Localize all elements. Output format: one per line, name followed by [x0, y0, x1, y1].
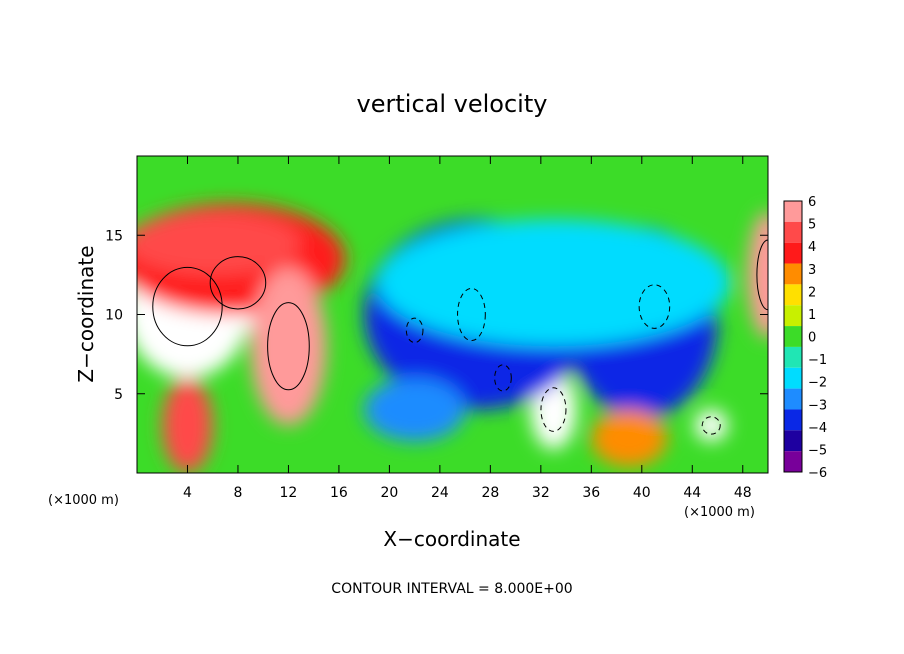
colorbar-label-3: 3	[808, 263, 816, 278]
x-unit-left: (×1000 m)	[48, 493, 119, 508]
field-feature-14	[376, 219, 731, 347]
colorbar-label-12: −6	[808, 466, 827, 481]
colorbar-swatch-9	[784, 388, 802, 410]
x-tick-label-44: 44	[683, 485, 701, 501]
contour-line-4	[267, 302, 310, 391]
field-feature-4	[250, 266, 327, 426]
x-tick-label-12: 12	[280, 485, 298, 501]
contour-line-0	[152, 266, 223, 347]
contour-line-10	[494, 364, 512, 392]
colorbar-label-5: 1	[808, 308, 816, 323]
field-feature-15	[364, 377, 466, 442]
colorbar-swatch-12	[784, 451, 802, 472]
colorbar-swatch-11	[784, 430, 802, 452]
y-axis-title: Z−coordinate	[74, 245, 98, 382]
x-tick-label-4: 4	[183, 485, 192, 501]
colorbar-swatch-8	[784, 367, 802, 389]
colorbar-swatch-4	[784, 284, 802, 306]
contour-line-8	[540, 387, 567, 432]
x-tick-label-40: 40	[633, 485, 651, 501]
colorbar: 6 5 4 3 2 1 0 −1 −2 −3 −4 −5 −6	[783, 195, 827, 481]
y-tick-label-15: 15	[105, 228, 123, 244]
field-features	[137, 203, 768, 473]
colorbar-frame	[783, 200, 803, 473]
x-tick-label-20: 20	[380, 485, 398, 501]
x-tick-label-8: 8	[233, 485, 242, 501]
colorbar-swatch-0	[784, 201, 802, 222]
contour-line-9	[638, 284, 671, 329]
colorbar-label-2: 4	[808, 240, 816, 255]
colorbar-swatch-5	[784, 305, 802, 327]
field-feature-5	[162, 377, 213, 473]
x-tick-label-24: 24	[431, 485, 449, 501]
x-tick-label-28: 28	[481, 485, 499, 501]
contour-interval-note: CONTOUR INTERVAL = 8.000E+00	[331, 581, 572, 597]
colorbar-swatch-10	[784, 409, 802, 431]
colorbar-label-11: −5	[808, 443, 827, 458]
chart-title: vertical velocity	[357, 90, 548, 118]
contour-lines	[152, 239, 768, 435]
contour-line-1	[209, 256, 267, 310]
colorbar-label-1: 5	[808, 218, 816, 233]
colorbar-swatch-3	[784, 263, 802, 285]
x-axis-ticks: 4 8 12 16 20 24 28 32 36 40 44 48	[183, 156, 752, 501]
colorbar-label-6: 0	[808, 331, 816, 346]
colorbar-swatch-1	[784, 221, 802, 243]
y-axis-ticks: 5 10 15	[105, 228, 768, 403]
y-tick-label-10: 10	[105, 308, 123, 324]
field-feature-16	[591, 409, 668, 467]
x-unit-right: (×1000 m)	[684, 505, 755, 520]
colorbar-label-7: −1	[808, 353, 827, 368]
plot-area	[136, 155, 769, 474]
colorbar-swatch-6	[784, 326, 802, 347]
contour-line-17	[756, 239, 768, 311]
x-tick-label-16: 16	[330, 485, 348, 501]
field-feature-11	[694, 409, 728, 442]
contour-line-7	[405, 317, 424, 344]
colorbar-swatch-2	[784, 242, 802, 264]
x-tick-label-36: 36	[582, 485, 600, 501]
field-feature-3	[137, 211, 302, 275]
x-tick-label-32: 32	[532, 485, 550, 501]
x-tick-label-48: 48	[734, 485, 752, 501]
colorbar-label-8: −2	[808, 376, 827, 391]
colorbar-label-9: −3	[808, 398, 827, 413]
contour-line-6	[457, 287, 486, 342]
colorbar-swatch-7	[784, 346, 802, 368]
contour-line-11	[701, 416, 721, 435]
colorbar-label-0: 6	[808, 195, 816, 210]
colorbar-label-10: −4	[808, 421, 827, 436]
y-tick-label-5: 5	[114, 387, 123, 403]
colorbar-label-4: 2	[808, 285, 816, 300]
x-axis-title: X−coordinate	[383, 527, 520, 551]
